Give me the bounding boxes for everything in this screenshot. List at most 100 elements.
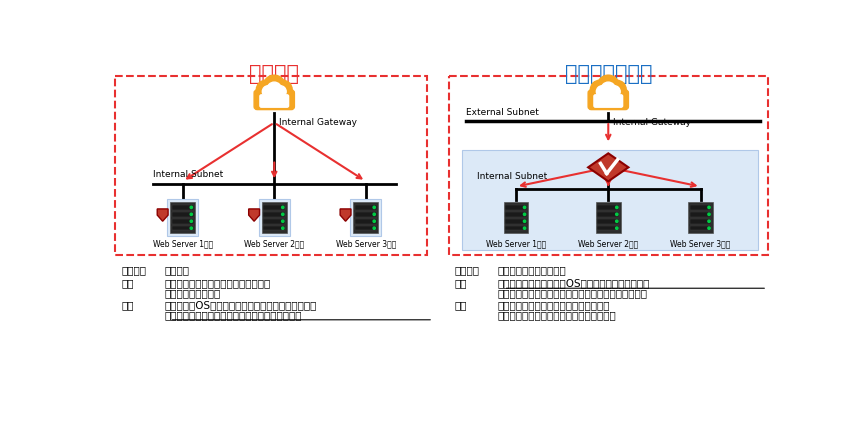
- Circle shape: [282, 227, 284, 229]
- FancyBboxPatch shape: [505, 226, 527, 231]
- Circle shape: [190, 220, 193, 222]
- Circle shape: [708, 213, 710, 216]
- FancyBboxPatch shape: [504, 202, 529, 233]
- Circle shape: [275, 86, 286, 98]
- FancyBboxPatch shape: [115, 76, 427, 255]
- Text: Internal Gateway: Internal Gateway: [279, 118, 357, 127]
- Text: ：サポートOSがあり、かつアプリの競合確認が必要: ：サポートOSがあり、かつアプリの競合確認が必要: [164, 300, 317, 310]
- Circle shape: [190, 213, 193, 216]
- Circle shape: [190, 227, 193, 229]
- Circle shape: [708, 227, 710, 229]
- Circle shape: [523, 213, 526, 216]
- FancyBboxPatch shape: [172, 212, 194, 216]
- Polygon shape: [158, 209, 168, 221]
- FancyBboxPatch shape: [263, 212, 285, 216]
- FancyBboxPatch shape: [355, 205, 376, 210]
- Polygon shape: [249, 209, 259, 221]
- Circle shape: [523, 220, 526, 222]
- FancyBboxPatch shape: [355, 226, 376, 231]
- Circle shape: [373, 206, 375, 209]
- Text: 多層防御にしてもインスタンスの負荷が上がらない: 多層防御にしてもインスタンスの負荷が上がらない: [498, 288, 647, 298]
- Circle shape: [608, 86, 620, 98]
- Circle shape: [267, 82, 282, 96]
- Circle shape: [282, 220, 284, 222]
- Text: 導入が比較的容易: 導入が比較的容易: [164, 288, 220, 298]
- Text: Internal Subnet: Internal Subnet: [152, 170, 223, 179]
- Polygon shape: [340, 209, 351, 221]
- Circle shape: [373, 227, 375, 229]
- FancyBboxPatch shape: [172, 226, 194, 231]
- FancyBboxPatch shape: [263, 226, 285, 231]
- FancyBboxPatch shape: [172, 205, 194, 210]
- FancyBboxPatch shape: [353, 202, 378, 233]
- Circle shape: [523, 206, 526, 209]
- Circle shape: [190, 206, 193, 209]
- Text: Web Server 2号機: Web Server 2号機: [245, 239, 305, 248]
- Text: ：ネットワーク周りでの親和性が高い: ：ネットワーク周りでの親和性が高い: [164, 278, 270, 288]
- Text: ：ホスト: ：ホスト: [164, 265, 189, 275]
- FancyBboxPatch shape: [260, 95, 288, 107]
- FancyBboxPatch shape: [690, 226, 711, 231]
- Text: 保護対象: 保護対象: [455, 265, 480, 275]
- FancyBboxPatch shape: [505, 205, 527, 210]
- Circle shape: [373, 220, 375, 222]
- Circle shape: [616, 227, 618, 229]
- Text: ホスト型: ホスト型: [249, 64, 300, 84]
- Text: 長所: 長所: [455, 278, 468, 288]
- FancyBboxPatch shape: [170, 202, 195, 233]
- FancyBboxPatch shape: [505, 219, 527, 223]
- Circle shape: [523, 227, 526, 229]
- Circle shape: [601, 82, 616, 96]
- FancyBboxPatch shape: [259, 199, 290, 236]
- FancyBboxPatch shape: [688, 202, 713, 233]
- Circle shape: [598, 75, 619, 97]
- Circle shape: [263, 75, 285, 97]
- Circle shape: [282, 206, 284, 209]
- FancyBboxPatch shape: [262, 202, 287, 233]
- FancyBboxPatch shape: [598, 212, 619, 216]
- Text: Internal Gateway: Internal Gateway: [613, 118, 691, 127]
- Text: ゲートウェイ型: ゲートウェイ型: [565, 64, 652, 84]
- Text: 短所: 短所: [455, 300, 468, 310]
- Circle shape: [597, 86, 608, 98]
- Text: ：ネットワーク＋ホスト: ：ネットワーク＋ホスト: [498, 265, 567, 275]
- FancyBboxPatch shape: [505, 212, 527, 216]
- FancyBboxPatch shape: [588, 90, 629, 110]
- Polygon shape: [588, 153, 629, 181]
- FancyBboxPatch shape: [167, 199, 198, 236]
- FancyBboxPatch shape: [355, 212, 376, 216]
- Text: 長所: 長所: [121, 278, 134, 288]
- FancyBboxPatch shape: [690, 205, 711, 210]
- Circle shape: [708, 206, 710, 209]
- Circle shape: [591, 80, 609, 99]
- Circle shape: [616, 206, 618, 209]
- FancyBboxPatch shape: [690, 219, 711, 223]
- Text: 保護対象: 保護対象: [121, 265, 146, 275]
- Circle shape: [373, 213, 375, 216]
- FancyBboxPatch shape: [449, 76, 768, 255]
- FancyBboxPatch shape: [263, 205, 285, 210]
- Text: Web Server 2号機: Web Server 2号機: [578, 239, 638, 248]
- FancyBboxPatch shape: [355, 219, 376, 223]
- Circle shape: [616, 220, 618, 222]
- Text: ：セグメント分割やルーティングなど、: ：セグメント分割やルーティングなど、: [498, 300, 610, 310]
- FancyBboxPatch shape: [690, 212, 711, 216]
- Text: 多層防御にするとインスタンスの負荷が上がる: 多層防御にするとインスタンスの負荷が上がる: [164, 310, 301, 320]
- FancyBboxPatch shape: [596, 202, 621, 233]
- FancyBboxPatch shape: [172, 219, 194, 223]
- Text: Internal Subnet: Internal Subnet: [477, 172, 548, 181]
- FancyBboxPatch shape: [263, 219, 285, 223]
- Text: 導入時にネットワーク周りの設定が必要: 導入時にネットワーク周りの設定が必要: [498, 310, 616, 320]
- FancyBboxPatch shape: [598, 219, 619, 223]
- Text: Web Server 3号機: Web Server 3号機: [671, 239, 731, 248]
- Circle shape: [708, 220, 710, 222]
- Circle shape: [263, 86, 275, 98]
- Text: ：ネットワークの境界でOSに依存せずに防御できる: ：ネットワークの境界でOSに依存せずに防御できる: [498, 278, 650, 288]
- FancyBboxPatch shape: [598, 226, 619, 231]
- Circle shape: [607, 80, 626, 99]
- FancyBboxPatch shape: [254, 90, 294, 110]
- Text: 短所: 短所: [121, 300, 134, 310]
- FancyBboxPatch shape: [594, 95, 623, 107]
- Circle shape: [616, 213, 618, 216]
- Circle shape: [274, 80, 292, 99]
